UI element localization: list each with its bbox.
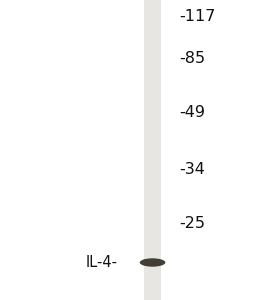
Text: -49: -49: [180, 105, 205, 120]
Text: IL-4-: IL-4-: [85, 255, 117, 270]
Text: -25: -25: [180, 216, 205, 231]
Text: -34: -34: [180, 162, 205, 177]
Ellipse shape: [140, 258, 165, 267]
Bar: [144, 0, 161, 300]
Text: -85: -85: [180, 51, 206, 66]
Text: -117: -117: [180, 9, 216, 24]
